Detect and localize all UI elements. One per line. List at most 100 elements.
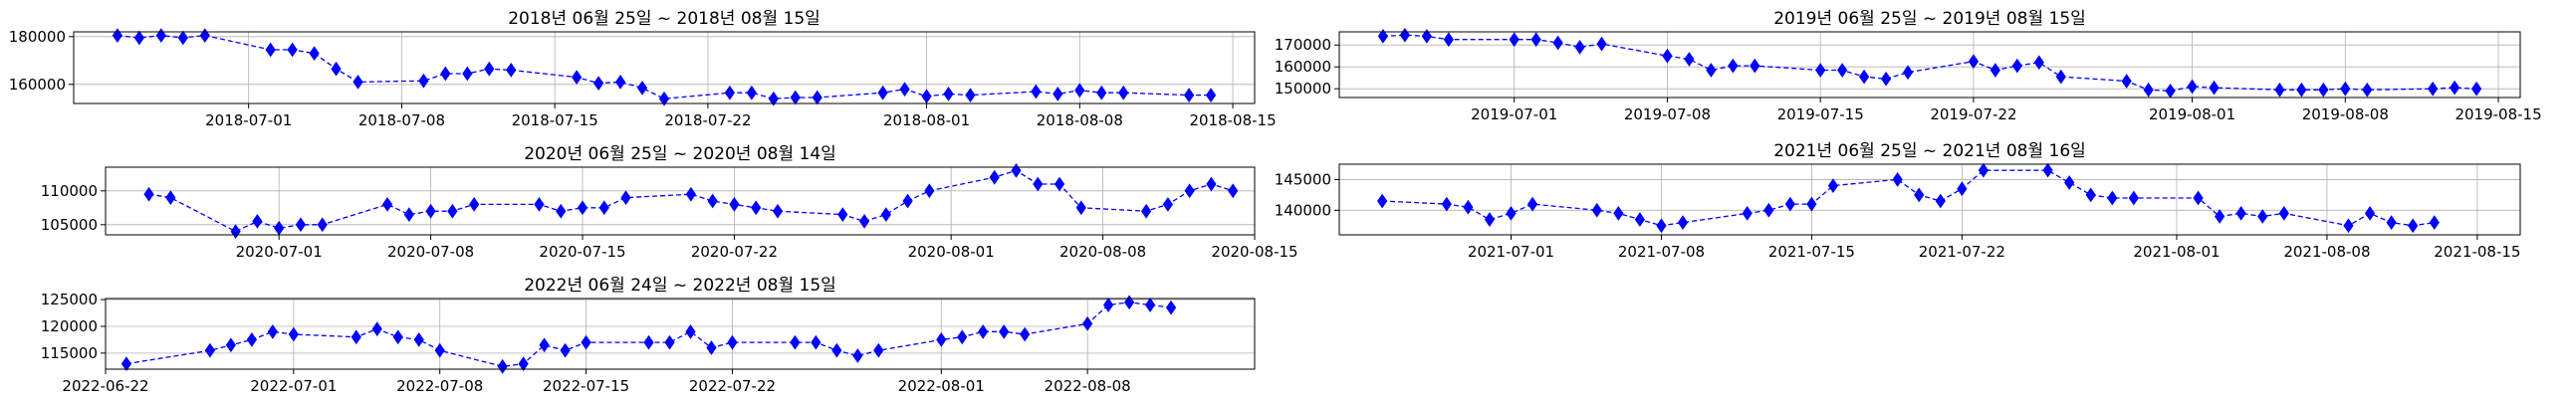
data-point	[288, 326, 299, 342]
data-point	[1103, 298, 1114, 312]
data-point	[2215, 209, 2225, 224]
data-point	[112, 28, 123, 43]
data-point	[999, 323, 1010, 339]
plot-area	[1338, 163, 2521, 236]
data-point	[1124, 295, 1135, 310]
data-point	[352, 75, 363, 90]
plot-area	[73, 31, 1256, 104]
data-point	[1763, 202, 1774, 218]
data-point	[831, 342, 842, 358]
data-point	[852, 348, 863, 363]
x-tick-label: 2021-08-01	[2133, 243, 2220, 261]
chart-title: 2019년 06월 25일 ~ 2019년 08월 15일	[1773, 9, 2086, 29]
x-tick-label: 2021-08-08	[2283, 243, 2370, 261]
data-point	[1591, 202, 1602, 218]
data-point	[2042, 162, 2053, 178]
data-point	[811, 334, 821, 350]
data-point	[204, 342, 216, 358]
data-point	[685, 186, 696, 202]
data-point	[506, 63, 517, 78]
data-point	[199, 28, 210, 43]
x-tick-label: 2020-08-08	[1059, 243, 1146, 261]
data-point	[924, 183, 935, 199]
data-point	[447, 203, 458, 219]
data-point	[2362, 82, 2373, 98]
data-point	[331, 61, 342, 77]
data-point	[1033, 176, 1044, 192]
data-point	[1837, 63, 1848, 78]
chart-panel-4: 2021년 06월 25일 ~ 2021년 08월 16일 140000 14500…	[1275, 141, 2521, 261]
x-tick-label: 2022-07-15	[543, 377, 629, 395]
data-point	[1574, 40, 1585, 55]
data-point	[143, 186, 154, 202]
x-tick-label: 2018-08-01	[883, 111, 970, 129]
data-point	[534, 197, 545, 212]
data-point	[2187, 79, 2198, 95]
data-point	[2450, 80, 2460, 96]
x-tick-label: 2022-08-08	[1045, 377, 1131, 395]
data-point	[936, 332, 947, 347]
x-tick-label: 2018-07-22	[664, 111, 751, 129]
data-point	[403, 207, 414, 222]
data-point	[2235, 206, 2246, 221]
data-point	[572, 70, 583, 85]
data-point	[1742, 206, 1753, 221]
data-point	[2408, 218, 2419, 234]
data-point	[1728, 58, 1739, 74]
data-point	[418, 73, 429, 89]
data-point	[593, 76, 604, 91]
x-tick-label: 2021-07-15	[1768, 243, 1855, 261]
y-tick-label: 105000	[41, 216, 98, 234]
data-point	[295, 217, 307, 233]
data-point	[2085, 187, 2096, 203]
data-point	[1074, 83, 1085, 99]
data-point	[440, 66, 451, 82]
data-point	[1082, 315, 1093, 331]
data-point	[1206, 176, 1217, 192]
chart-panel-2: 2019년 06월 25일 ~ 2019년 08월 15일 150000 16000…	[1275, 9, 2542, 123]
chart-title: 2020년 06월 25일 ~ 2020년 08월 14일	[524, 144, 836, 164]
data-point	[309, 46, 320, 61]
data-point	[772, 203, 784, 219]
data-point	[1184, 183, 1195, 199]
data-point	[317, 217, 328, 233]
data-point	[1750, 58, 1760, 74]
data-point	[1399, 27, 1410, 43]
x-tick-label: 2022-08-01	[898, 377, 985, 395]
y-tick-label: 160000	[1275, 58, 1331, 76]
data-point	[371, 321, 382, 337]
x-tick-label: 2018-07-15	[512, 111, 598, 129]
data-point	[664, 334, 675, 350]
data-point	[899, 82, 910, 97]
x-tick-label: 2019-07-08	[1624, 105, 1711, 123]
data-point	[729, 197, 740, 212]
data-point	[2340, 81, 2351, 97]
x-tick-label: 2020-07-22	[691, 243, 778, 261]
data-point	[1377, 29, 1389, 44]
data-point	[1463, 199, 1474, 215]
chart-panel-1: 2018년 06월 25일 ~ 2018년 08월 15일 160000 18000…	[9, 9, 1277, 129]
series-line	[117, 34, 1212, 100]
plot-area	[1338, 31, 2521, 99]
data-point	[2128, 190, 2139, 206]
data-point	[1902, 65, 1914, 81]
data-point	[1880, 71, 1892, 87]
data-point	[2429, 215, 2440, 231]
data-point	[1526, 196, 1538, 212]
y-tick-label: 150000	[1275, 80, 1331, 98]
data-point	[989, 169, 1000, 185]
y-tick-label: 110000	[41, 182, 98, 200]
data-point	[1613, 206, 1624, 221]
data-point	[1053, 87, 1063, 101]
x-tick-label: 2021-07-22	[1919, 243, 2005, 261]
data-point	[1784, 196, 1795, 212]
data-point	[230, 224, 241, 239]
data-point	[768, 91, 779, 106]
data-point	[274, 220, 285, 236]
data-point	[1914, 187, 1925, 203]
data-point	[265, 42, 276, 58]
data-point	[921, 89, 932, 104]
data-point	[1827, 178, 1839, 193]
data-point	[2193, 190, 2204, 206]
data-point	[790, 90, 801, 105]
